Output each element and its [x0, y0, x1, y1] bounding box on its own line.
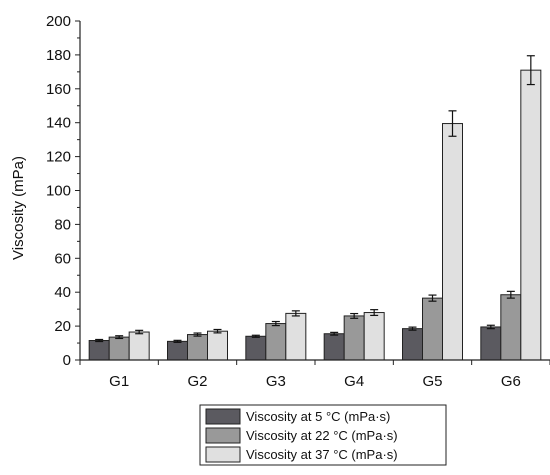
- x-tick-label-g1: G1: [109, 373, 129, 390]
- bar-g6-series-2: [520, 69, 542, 361]
- bar-g4-series-2: [363, 312, 385, 361]
- bar-g4-series-1: [343, 315, 365, 361]
- legend-swatch-22c: [205, 427, 241, 444]
- bar-g6-series-1: [500, 294, 522, 361]
- y-tick-label-20: 20: [54, 318, 71, 335]
- legend: Viscosity at 5 °C (mPa·s) Viscosity at 2…: [199, 404, 447, 466]
- y-tick-label-80: 80: [54, 216, 71, 233]
- bar-g4-series-0: [323, 333, 345, 361]
- x-tick-label-g5: G5: [422, 373, 442, 390]
- x-tick-label-g3: G3: [266, 373, 286, 390]
- bar-g3-series-0: [245, 335, 267, 361]
- y-tick-label-0: 0: [63, 352, 71, 369]
- bar-g5-series-1: [422, 297, 443, 361]
- y-axis-title: Viscosity (mPa): [10, 156, 27, 260]
- bar-g5-series-0: [402, 328, 423, 361]
- bar-g2-series-2: [207, 330, 228, 361]
- bar-g2-series-0: [167, 340, 188, 361]
- y-tick-label-40: 40: [54, 284, 71, 301]
- bar-g1-series-2: [128, 331, 150, 361]
- legend-swatch-37c: [205, 446, 241, 463]
- x-tick-label-g2: G2: [187, 373, 207, 390]
- legend-label-22c: Viscosity at 22 °C (mPa·s): [246, 428, 398, 443]
- plot-area: 0 20 40 60 80 100 120 140 160 180 200 G1 G2 G3 G4 G5 G6: [46, 13, 550, 390]
- legend-label-5c: Viscosity at 5 °C (mPa·s): [246, 409, 390, 424]
- legend-label-37c: Viscosity at 37 °C (mPa·s): [246, 447, 398, 462]
- y-tick-label-100: 100: [46, 183, 71, 200]
- bar-g1-series-1: [108, 336, 130, 361]
- x-tick-label-g6: G6: [501, 373, 521, 390]
- bar-g2-series-1: [187, 334, 208, 361]
- bar-g3-series-1: [265, 323, 287, 361]
- legend-swatch-5c: [205, 408, 241, 425]
- y-tick-label-180: 180: [46, 47, 71, 64]
- y-tick-label-160: 160: [46, 81, 71, 98]
- y-tick-label-200: 200: [46, 13, 71, 30]
- y-tick-label-60: 60: [54, 250, 71, 267]
- x-tick-label-g4: G4: [344, 373, 364, 390]
- bar-g3-series-2: [285, 312, 307, 361]
- bar-g1-series-0: [88, 340, 110, 361]
- bar-g5-series-2: [442, 123, 463, 361]
- legend-frame: [199, 404, 447, 466]
- bar-g6-series-0: [480, 326, 502, 361]
- y-tick-label-140: 140: [46, 115, 71, 132]
- y-tick-label-120: 120: [46, 149, 71, 166]
